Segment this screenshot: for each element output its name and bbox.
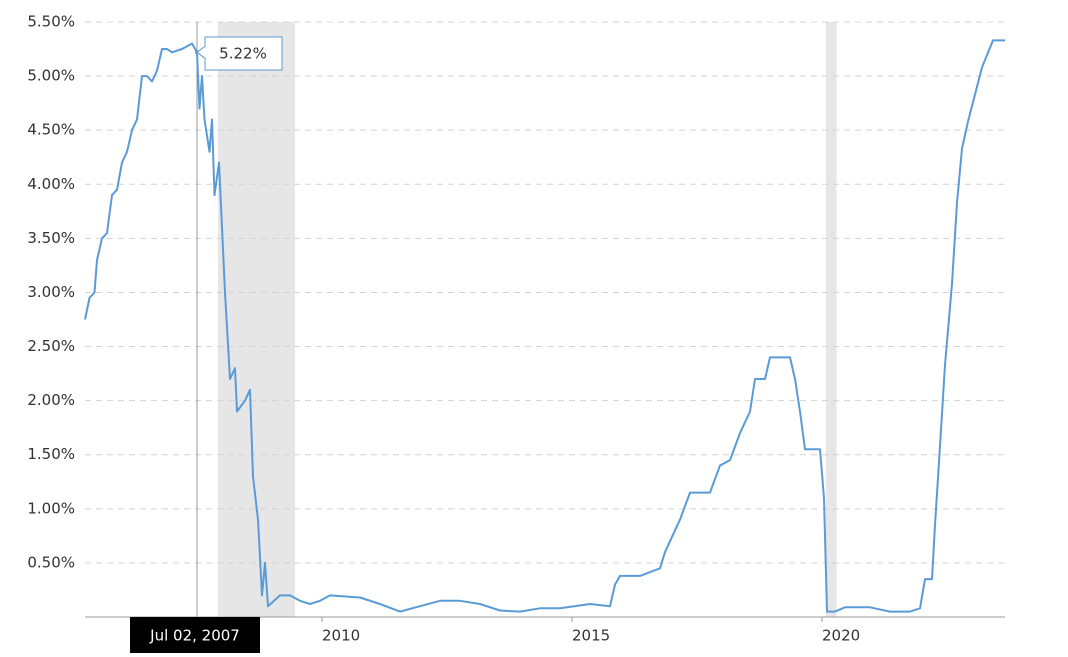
y-tick-label: 4.50% bbox=[27, 121, 75, 139]
y-tick-label: 2.50% bbox=[27, 337, 75, 355]
tooltip: 5.22% bbox=[196, 36, 283, 71]
x-tick-label: 2015 bbox=[572, 627, 610, 645]
data-line bbox=[84, 39, 1005, 613]
shaded-region bbox=[218, 22, 295, 617]
y-tick-label: 4.00% bbox=[27, 175, 75, 193]
x-tick-label: 2010 bbox=[322, 627, 360, 645]
y-tick-label: 0.50% bbox=[27, 553, 75, 571]
y-tick-label: 3.50% bbox=[27, 229, 75, 247]
y-tick-label: 5.00% bbox=[27, 67, 75, 85]
y-tick-label: 2.00% bbox=[27, 391, 75, 409]
x-tick-label: 2020 bbox=[822, 627, 860, 645]
tooltip-value: 5.22% bbox=[219, 45, 267, 63]
y-tick-label: 1.00% bbox=[27, 499, 75, 517]
y-tick-label: 5.50% bbox=[27, 13, 75, 31]
shaded-region bbox=[826, 22, 837, 617]
date-label: Jul 02, 2007 bbox=[149, 627, 240, 645]
y-tick-label: 1.50% bbox=[27, 445, 75, 463]
y-tick-label: 3.00% bbox=[27, 283, 75, 301]
date-box bbox=[130, 617, 260, 653]
tooltip-box bbox=[196, 36, 283, 71]
